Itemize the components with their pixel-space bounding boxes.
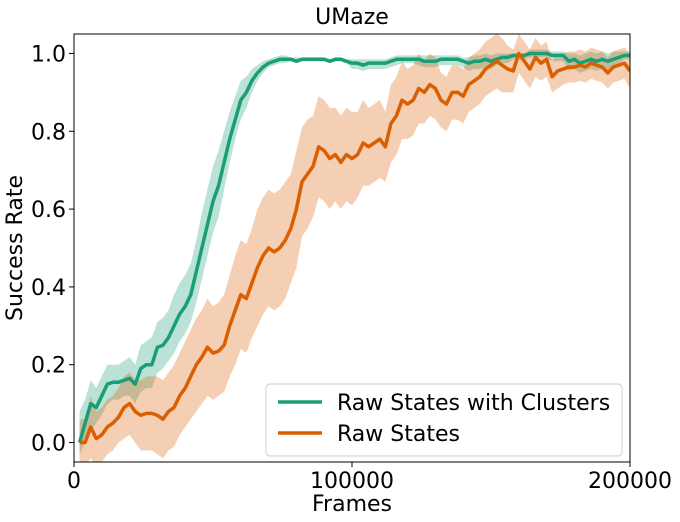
chart-title: UMaze [315,5,389,30]
y-axis-ticks: 0.0 0.2 0.4 0.6 0.8 1.0 [31,42,74,457]
y-tick-label: 0.0 [31,432,66,457]
y-tick-label: 0.8 [31,120,66,145]
y-tick-label: 1.0 [31,42,66,67]
y-axis-label: Success Rate [3,175,28,321]
confidence-bands [79,34,630,462]
band-raw-states [79,34,630,462]
legend-label-raw-states: Raw States [337,422,460,447]
x-tick-label: 200000 [588,469,672,494]
x-axis-ticks: 0 100000 200000 [67,462,672,494]
legend: Raw States with Clusters Raw States [265,383,623,457]
x-tick-label: 0 [67,469,81,494]
line-raw-states [79,51,630,445]
line-raw-states-with-clusters [77,51,630,444]
x-tick-label: 100000 [310,469,394,494]
y-tick-label: 0.4 [31,276,66,301]
y-tick-label: 0.6 [31,198,66,223]
x-axis-label: Frames [312,492,392,517]
series-lines [77,51,630,445]
legend-box [265,383,623,457]
legend-label-raw-states-with-clusters: Raw States with Clusters [337,391,610,416]
y-tick-label: 0.2 [31,354,66,379]
